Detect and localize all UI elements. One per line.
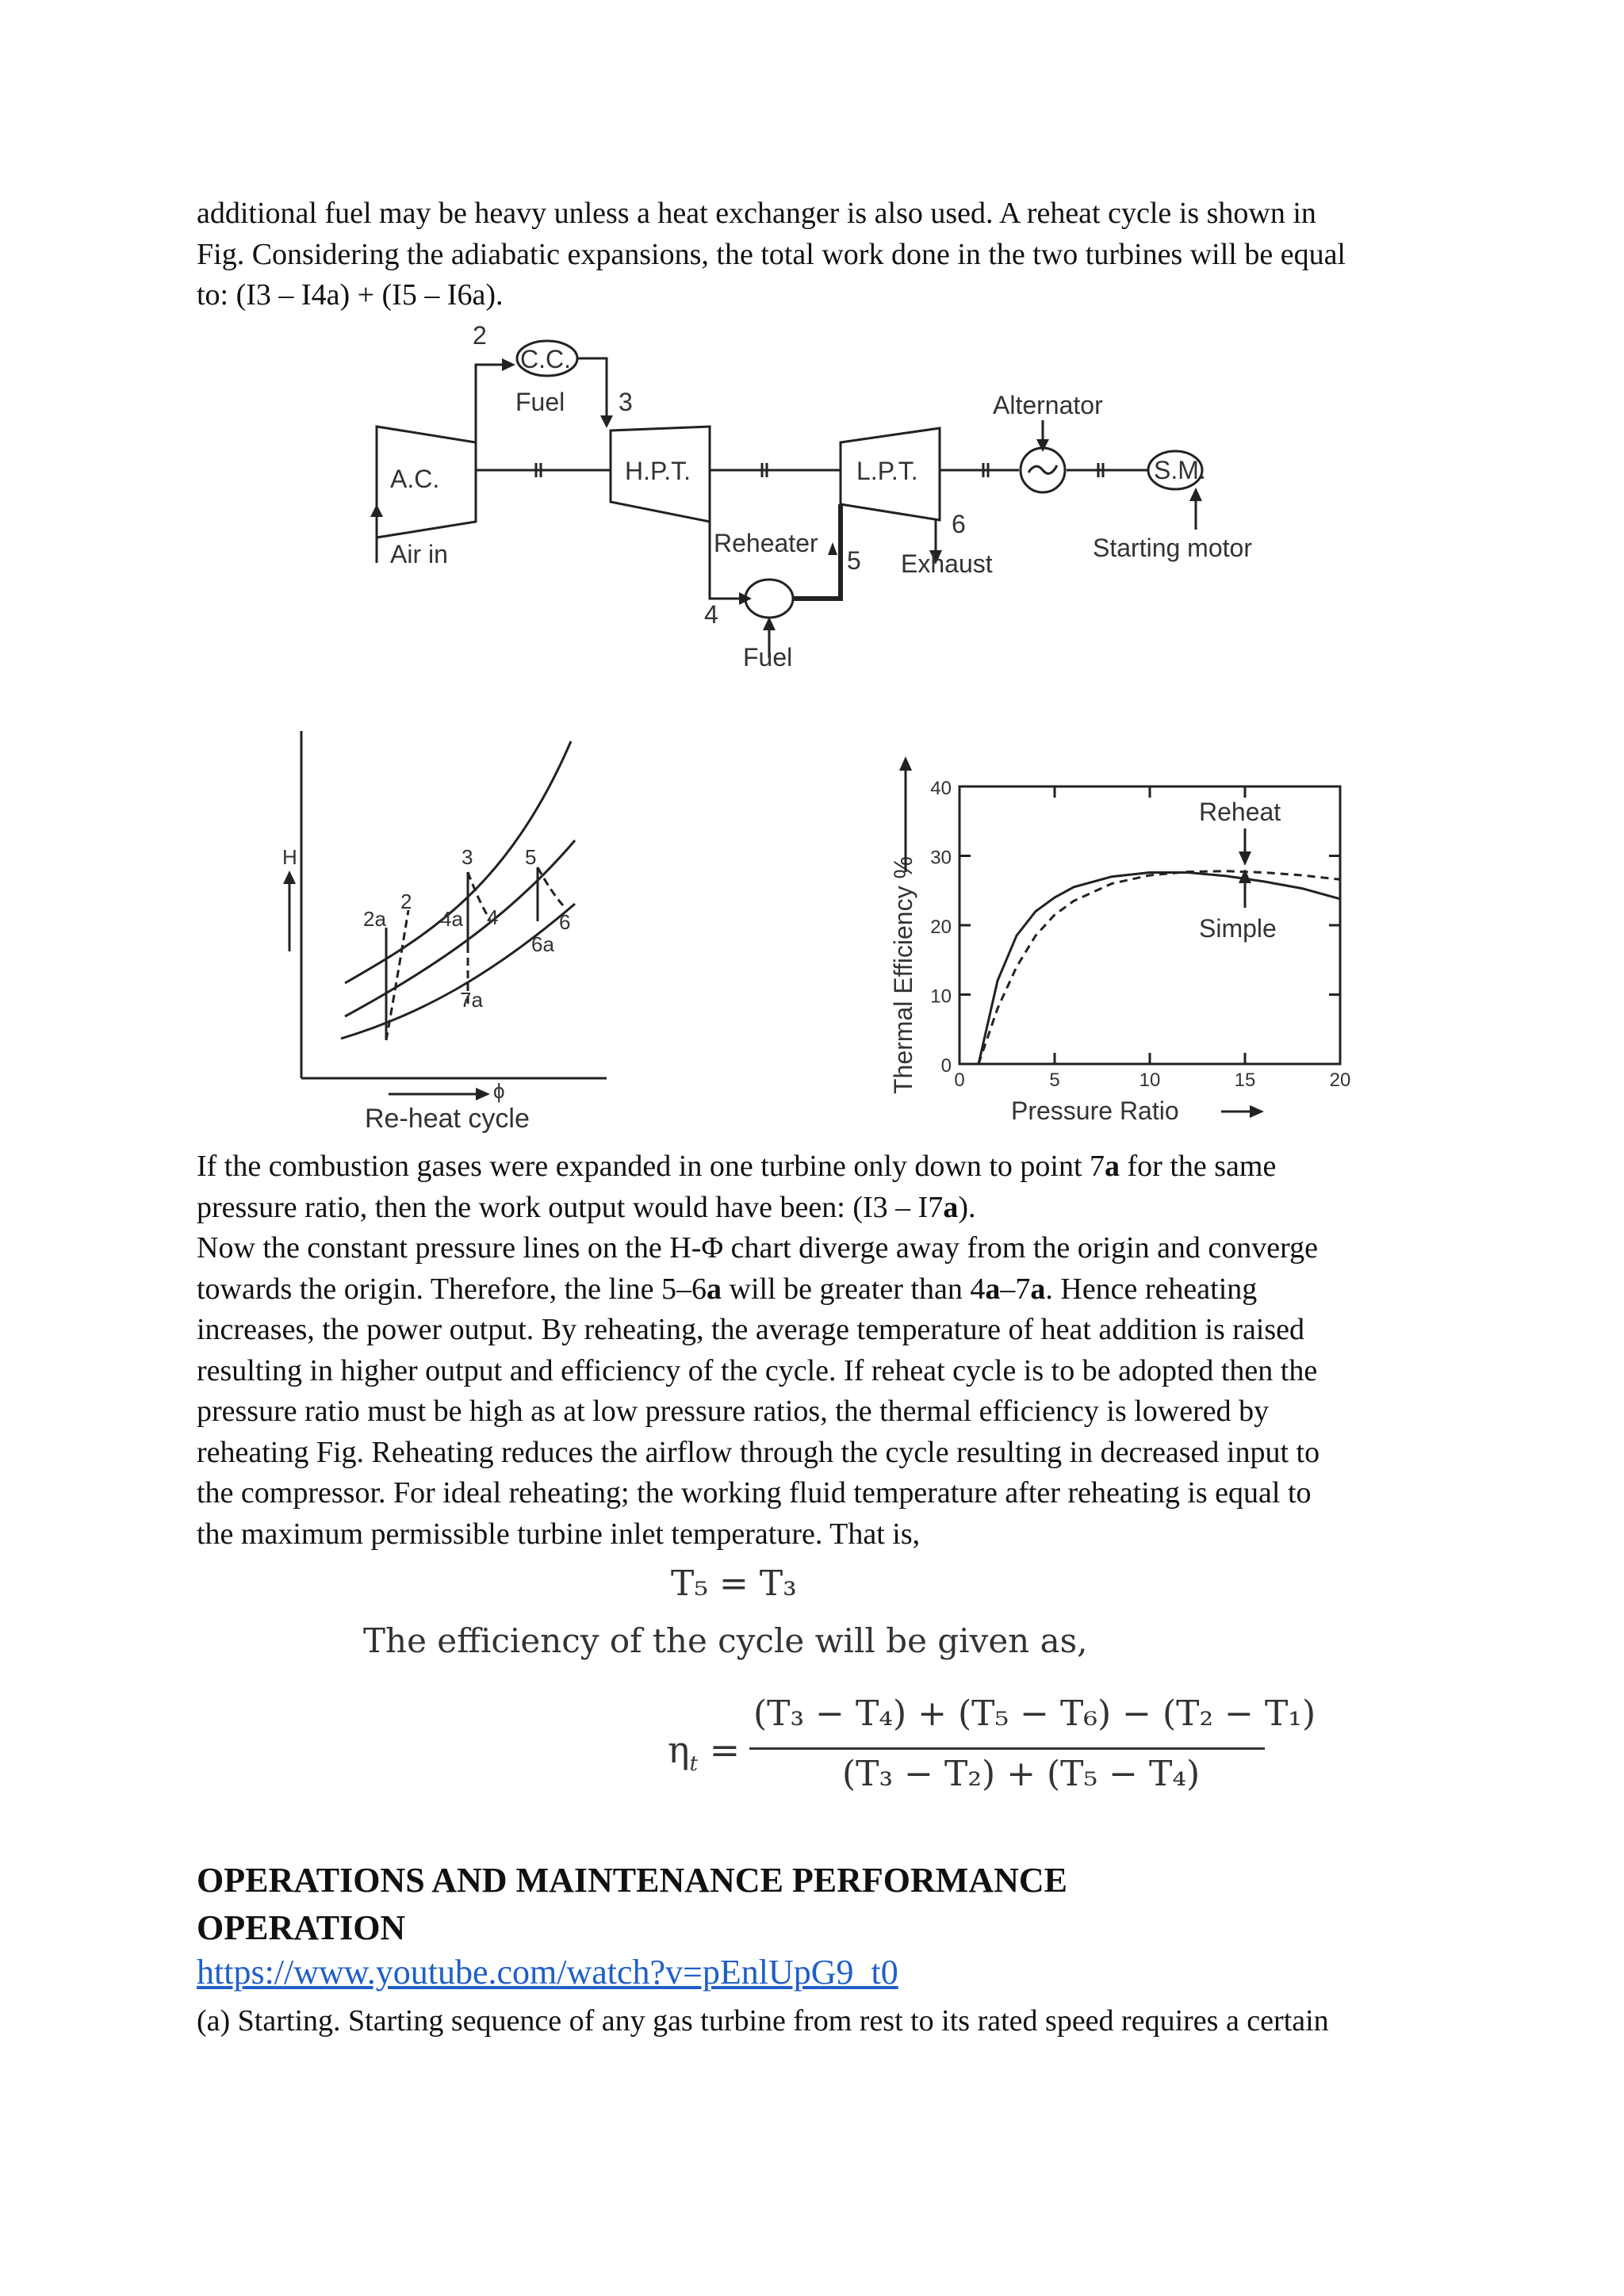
chart-ylabel: Thermal Efficiency %	[889, 856, 917, 1094]
body-paragraph: If the combustion gases were expanded in…	[197, 1146, 1427, 1555]
label-4: 4	[704, 600, 718, 629]
label-2: 2	[473, 321, 487, 350]
hphi-point-4a: 4a	[440, 907, 463, 931]
intro-paragraph: additional fuel may be heavy unless a he…	[197, 193, 1427, 316]
intro-line-3: to: (I3 – I4a) + (I5 – I6a).	[197, 278, 504, 312]
efficiency-chart: 0 10 20 30 40 0 5 10 15 20 Thermal Efficiency % P…	[889, 756, 1351, 1125]
y-tick-label: 0	[941, 1055, 952, 1077]
body-line-5: increases, the power output. By reheatin…	[197, 1313, 1305, 1346]
chart-xlabel: Pressure Ratio	[1011, 1096, 1179, 1125]
hphi-point-3: 3	[462, 845, 473, 869]
efficiency-intro-text: The efficiency of the cycle will be give…	[363, 1621, 1088, 1660]
label-fuel-bottom: Fuel	[743, 643, 792, 672]
label-starting-motor: Starting motor	[1093, 534, 1252, 562]
label-hpt: H.P.T.	[625, 457, 691, 485]
annotation-simple: Simple	[1199, 914, 1277, 943]
hphi-ylabel: H	[282, 845, 297, 869]
label-cc: C.C.	[520, 345, 571, 373]
hphi-caption: Re-heat cycle	[365, 1104, 530, 1134]
lpt-shape	[839, 427, 941, 522]
label-sm: S.M.	[1154, 456, 1206, 484]
series-line-reheat	[977, 870, 1341, 1065]
body-line-1: If the combustion gases were expanded in…	[197, 1150, 1277, 1183]
label-5: 5	[847, 546, 861, 575]
hphi-point-4: 4	[487, 905, 498, 929]
y-tick-label: 10	[930, 986, 952, 1008]
label-ac: A.C.	[390, 465, 439, 493]
hphi-xlabel: ϕ	[493, 1079, 505, 1103]
constant-pressure-line-low	[340, 902, 576, 1040]
label-exhaust: Exhaust	[901, 549, 993, 578]
series-line-simple	[977, 871, 1341, 1065]
label-reheater: Reheater	[714, 529, 818, 557]
equation-t5-t3: T₅ = T₃	[671, 1563, 797, 1604]
y-tick-label: 40	[930, 778, 952, 799]
reheater-symbol	[744, 578, 795, 619]
hphi-point-2a: 2a	[363, 907, 386, 931]
body-line-6: resulting in higher output and efficienc…	[197, 1353, 1318, 1387]
label-lpt: L.P.T.	[856, 457, 918, 485]
body-line-7: pressure ratio must be high as at low pr…	[197, 1395, 1270, 1428]
annotation-reheat: Reheat	[1199, 798, 1281, 826]
x-tick-label: 20	[1330, 1070, 1351, 1091]
label-alternator: Alternator	[993, 391, 1103, 419]
label-fuel-top: Fuel	[515, 388, 565, 416]
label-air-in: Air in	[390, 540, 448, 568]
constant-pressure-line-high	[344, 740, 573, 985]
constant-pressure-line-mid	[344, 840, 576, 1018]
compressor-shape	[375, 425, 477, 539]
body-line-3: Now the constant pressure lines on the H…	[197, 1231, 1318, 1265]
section-heading-line-2: OPERATION	[197, 1908, 406, 1947]
starting-paragraph: (a) Starting. Starting sequence of any g…	[197, 2001, 1427, 2042]
hphi-point-7a: 7a	[460, 988, 483, 1012]
reheat-schematic: 2 C.C. Fuel 3 A.C. Air in H.P.T. L.P.T. …	[370, 321, 1252, 672]
label-6: 6	[952, 510, 966, 538]
section-heading: OPERATIONS AND MAINTENANCE PERFORMANCE O…	[197, 1857, 1067, 1952]
intro-line-1: additional fuel may be heavy unless a he…	[197, 197, 1316, 230]
hphi-point-6a: 6a	[531, 932, 554, 956]
body-line-10: the maximum permissible turbine inlet te…	[197, 1517, 921, 1551]
h-phi-diagram: H ϕ 2a 2 3 4a 4 5 6 6a 7a Re-heat cycle	[282, 731, 607, 1134]
x-tick-label: 5	[1049, 1070, 1059, 1091]
body-line-4: towards the origin. Therefore, the line …	[197, 1272, 1258, 1306]
body-line-8: reheating Fig. Reheating reduces the air…	[197, 1435, 1320, 1469]
efficiency-symbol: ηt =	[668, 1728, 741, 1777]
y-tick-label: 20	[930, 916, 952, 938]
chart-plot-frame	[958, 785, 1342, 1066]
section-heading-line-1: OPERATIONS AND MAINTENANCE PERFORMANCE	[197, 1861, 1068, 1900]
x-tick-label: 10	[1139, 1070, 1161, 1091]
intro-line-2: Fig. Considering the adiabatic expansion…	[197, 237, 1346, 271]
hphi-point-2: 2	[400, 890, 412, 913]
fraction-bar	[749, 1747, 1265, 1750]
x-tick-label: 15	[1235, 1070, 1256, 1091]
starting-line: (a) Starting. Starting sequence of any g…	[197, 2004, 1329, 2038]
body-line-2: pressure ratio, then the work output wou…	[197, 1190, 976, 1224]
efficiency-denominator: (T₃ − T₂) + (T₅ − T₄)	[842, 1754, 1201, 1794]
hphi-point-5: 5	[525, 845, 536, 869]
starting-motor-symbol	[1147, 450, 1204, 491]
body-line-9: the compressor. For ideal reheating; the…	[197, 1476, 1312, 1510]
label-3: 3	[619, 388, 633, 416]
youtube-link[interactable]: https://www.youtube.com/watch?v=pEnlUpG9…	[197, 1953, 898, 1992]
hphi-point-6: 6	[559, 910, 570, 934]
y-tick-label: 30	[930, 848, 952, 869]
efficiency-numerator: (T₃ − T₄) + (T₅ − T₆) − (T₂ − T₁)	[753, 1693, 1316, 1734]
x-tick-label: 0	[954, 1070, 964, 1091]
